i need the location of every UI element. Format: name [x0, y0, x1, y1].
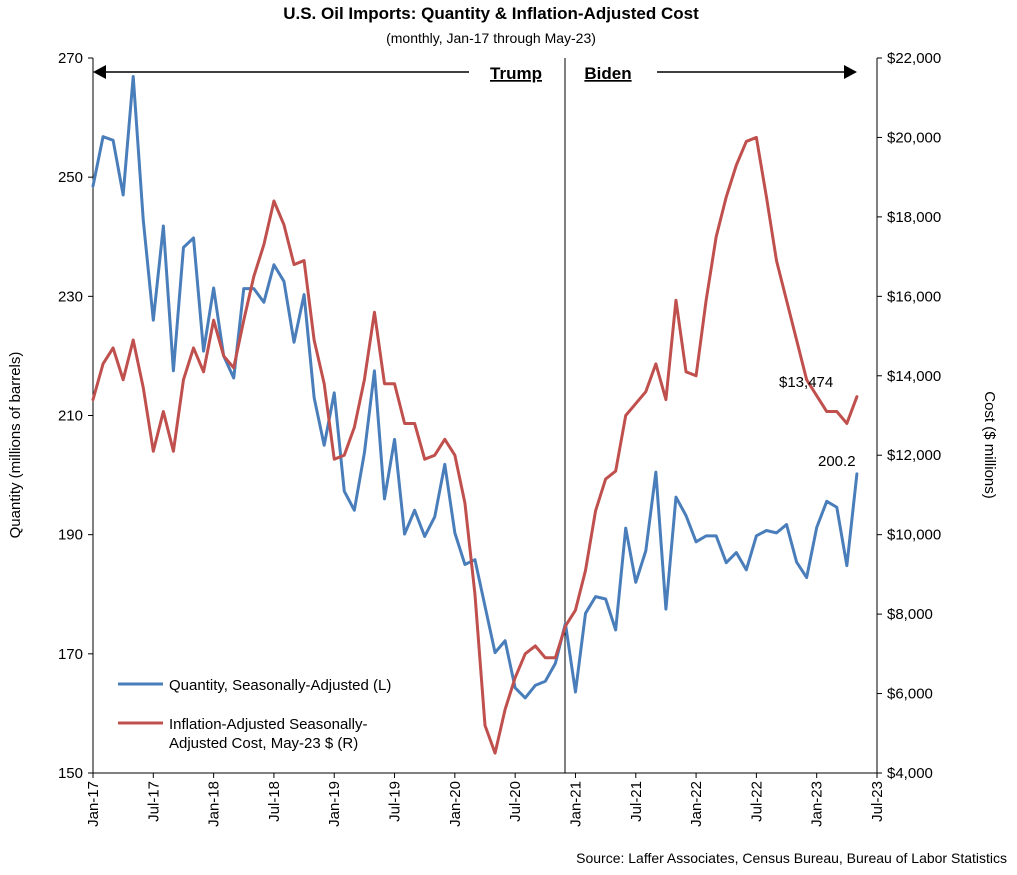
y-left-tick-label: 170: [58, 646, 83, 663]
y-axis-left-label: Quantity (millions of barrels): [7, 352, 24, 539]
quantity-series-line: [91, 74, 859, 700]
y-left-tick-label: 250: [58, 169, 83, 186]
y-right-tick-label: $16,000: [887, 288, 941, 305]
y-right-tick-label: $22,000: [887, 50, 941, 67]
biden-label: Biden: [584, 64, 631, 83]
x-tick-label: Jan-17: [85, 781, 102, 827]
era-labels: Trump Biden: [93, 64, 857, 83]
series-lines: [91, 74, 859, 755]
x-tick-label: Jan-20: [447, 781, 464, 827]
legend-cost-label-line1: Inflation-Adjusted Seasonally-: [169, 716, 367, 733]
y-right-tick-label: $14,000: [887, 368, 941, 385]
source-note: Source: Laffer Associates, Census Bureau…: [576, 850, 1007, 866]
x-tick-label: Jul-22: [748, 781, 765, 822]
y-left-tick-label: 230: [58, 288, 83, 305]
x-tick-label: Jul-21: [628, 781, 645, 822]
x-tick-label: Jan-19: [326, 781, 343, 827]
x-tick-label: Jan-23: [809, 781, 826, 827]
x-tick-label: Jul-19: [387, 781, 404, 822]
legend-quantity-label: Quantity, Seasonally-Adjusted (L): [169, 677, 391, 694]
y-left-tick-label: 270: [58, 50, 83, 67]
x-tick-label: Jul-17: [145, 781, 162, 822]
trump-label: Trump: [490, 64, 542, 83]
legend: Quantity, Seasonally-Adjusted (L) Inflat…: [118, 677, 391, 752]
y-right-tick-label: $8,000: [887, 606, 933, 623]
y-right-tick-label: $12,000: [887, 447, 941, 464]
biden-arrowhead: [844, 65, 857, 79]
y-left-tick-label: 150: [58, 765, 83, 782]
last-quantity-label: 200.2: [818, 453, 856, 470]
chart-title: U.S. Oil Imports: Quantity & Inflation-A…: [283, 4, 699, 23]
x-tick-label: Jan-22: [688, 781, 705, 827]
legend-cost-label: Inflation-Adjusted Seasonally- Adjusted …: [169, 716, 372, 752]
x-tick-label: Jan-21: [567, 781, 584, 827]
x-tick-label: Jul-18: [266, 781, 283, 822]
y-right-tick-label: $6,000: [887, 686, 933, 703]
x-tick-label: Jan-18: [206, 781, 223, 827]
y-right-tick-label: $10,000: [887, 527, 941, 544]
cost-series-line: [91, 135, 859, 755]
y-right-tick-label: $20,000: [887, 129, 941, 146]
y-left-tick-label: 210: [58, 408, 83, 425]
x-tick-label: Jul-20: [507, 781, 524, 822]
chart-subtitle: (monthly, Jan-17 through May-23): [386, 30, 596, 46]
y-axis-right-label: Cost ($ millions): [981, 391, 998, 499]
y-left-tick-label: 190: [58, 527, 83, 544]
last-cost-label: $13,474: [779, 374, 833, 391]
y-right-tick-label: $18,000: [887, 209, 941, 226]
legend-cost-label-line2: Adjusted Cost, May-23 $ (R): [169, 735, 358, 752]
axes: [92, 58, 878, 774]
y-right-tick-label: $4,000: [887, 765, 933, 782]
x-tick-label: Jul-23: [869, 781, 886, 822]
trump-arrowhead: [93, 65, 106, 79]
ticks: 150 170 190 210 230 250 270 $4,000 $6,000 $8,000 $…: [58, 50, 941, 827]
